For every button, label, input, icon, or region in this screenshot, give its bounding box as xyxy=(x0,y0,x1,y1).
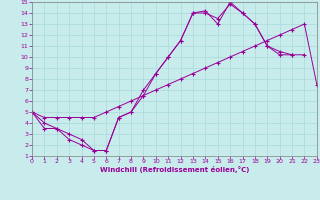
X-axis label: Windchill (Refroidissement éolien,°C): Windchill (Refroidissement éolien,°C) xyxy=(100,166,249,173)
